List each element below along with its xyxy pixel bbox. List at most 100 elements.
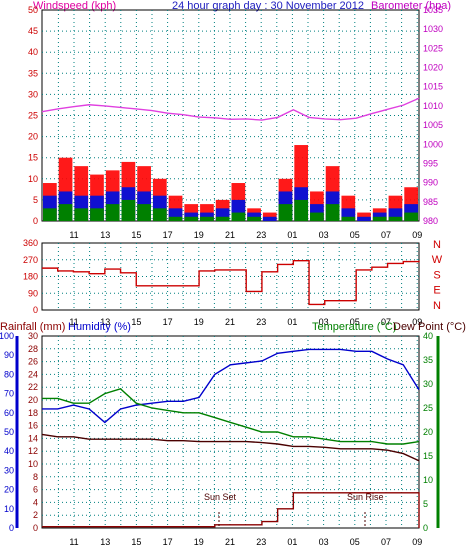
climate-x-tick-label: 01 (287, 537, 297, 547)
dewpoint-label: Dew Point (°C) (393, 321, 466, 333)
baro-y-tick-label: 990 (423, 178, 438, 188)
climate-x-tick-label: 15 (131, 537, 141, 547)
temp-y-tick-label: 25 (423, 403, 433, 413)
humidity-y-tick-label: 80 (4, 369, 14, 379)
wind-x-tick-label: 09 (412, 230, 422, 240)
direction-x-tick-label: 15 (131, 317, 141, 327)
temp-y-tick-label: 20 (423, 427, 433, 437)
windspeed-label: Windspeed (kph) (33, 0, 116, 12)
direction-x-tick-label: 11 (69, 317, 78, 327)
direction-y-tick-label: 90 (28, 288, 38, 298)
axis-label-layer: 0510152025303540455098098599099510001005… (0, 5, 443, 547)
sunrise-label: Sun Rise (347, 492, 384, 502)
baro-y-tick-label: 1010 (423, 101, 443, 111)
wind-x-tick-label: 21 (225, 230, 235, 240)
wind-series-2-bar (90, 208, 104, 221)
rainfall-label: Rainfall (mm) (0, 321, 65, 333)
wind-series-2-bar (294, 199, 309, 221)
climate-x-tick-label: 11 (69, 537, 78, 547)
wind-x-tick-label: 03 (319, 230, 329, 240)
humidity-y-tick-label: 70 (4, 389, 14, 399)
sunset-label: Sun Set (204, 492, 237, 502)
climate-x-tick-label: 23 (256, 537, 266, 547)
climate-x-tick-label: 17 (163, 537, 173, 547)
temp-y-tick-label: 5 (423, 499, 428, 509)
climate-series-1-line (42, 388, 420, 445)
barometer-label: Barometer (hpa) (371, 0, 451, 12)
direction-y-tick-label: 0 (33, 305, 38, 315)
wind-series-2-bar (200, 216, 214, 221)
direction-y-tick-label: 360 (23, 238, 38, 248)
wind-series-2-bar (341, 216, 356, 221)
temp-y-tick-label: 40 (423, 331, 433, 341)
rain-y-tick-label: 4 (33, 497, 38, 507)
humidity-y-tick-label: 0 (9, 523, 14, 533)
compass-label: E (433, 285, 440, 297)
wind-x-tick-label: 17 (163, 230, 173, 240)
wind-y-tick-label: 10 (28, 174, 38, 184)
wind-series-2-bar (215, 216, 230, 221)
baro-y-tick-label: 1005 (423, 120, 443, 130)
direction-x-tick-label: 05 (350, 317, 360, 327)
wind-series-2-bar (247, 216, 261, 221)
rain-y-tick-label: 28 (28, 344, 38, 354)
climate-x-tick-label: 21 (225, 537, 235, 547)
rain-y-tick-label: 30 (28, 331, 38, 341)
direction-x-tick-label: 17 (163, 317, 173, 327)
baro-y-tick-label: 985 (423, 197, 438, 207)
climate-x-tick-label: 09 (412, 537, 422, 547)
baro-y-tick-label: 1020 (423, 63, 443, 73)
compass-label: N (433, 300, 441, 312)
baro-y-tick-label: 1025 (423, 43, 443, 53)
wind-y-tick-label: 15 (28, 153, 38, 163)
climate-series-3-line (42, 492, 420, 528)
direction-y-tick-label: 180 (23, 272, 38, 282)
rain-y-tick-label: 26 (28, 357, 38, 367)
wind-y-tick-label: 30 (28, 89, 38, 99)
direction-x-tick-label: 01 (287, 317, 297, 327)
wind-direction-line (42, 259, 420, 306)
rain-y-tick-label: 10 (28, 459, 38, 469)
direction-y-tick-label: 270 (23, 255, 38, 265)
temperature-label: Temperature (°C) (312, 321, 396, 333)
baro-y-tick-label: 980 (423, 216, 438, 226)
rain-y-tick-label: 2 (33, 510, 38, 520)
grid-layer (15, 10, 440, 528)
wind-series-1-bar (262, 216, 277, 221)
wind-y-tick-label: 35 (28, 68, 38, 78)
wind-series-2-bar (74, 208, 89, 221)
direction-x-tick-label: 23 (256, 317, 266, 327)
wind-x-tick-label: 13 (100, 230, 110, 240)
rain-y-tick-label: 12 (28, 446, 38, 456)
direction-x-tick-label: 03 (319, 317, 329, 327)
baro-y-tick-label: 1035 (423, 5, 443, 15)
wind-series-1-bar (357, 216, 371, 221)
temp-y-tick-label: 10 (423, 475, 433, 485)
wind-series-2-bar (58, 204, 73, 221)
chart-title: 24 hour graph day : 30 November 2012 (172, 0, 364, 12)
direction-x-tick-label: 09 (412, 317, 422, 327)
climate-series-0-line (42, 348, 420, 424)
rain-y-tick-label: 16 (28, 421, 38, 431)
wind-series-2-bar (121, 199, 136, 221)
wind-series-2-bar (152, 208, 167, 221)
baro-y-tick-label: 1030 (423, 24, 443, 34)
wind-x-tick-label: 19 (194, 230, 204, 240)
temp-y-tick-label: 0 (423, 523, 428, 533)
temp-y-tick-label: 15 (423, 451, 433, 461)
barometer-line (41, 97, 420, 121)
rain-y-tick-label: 18 (28, 408, 38, 418)
wind-y-tick-label: 25 (28, 111, 38, 121)
wind-x-tick-label: 23 (256, 230, 266, 240)
baro-y-tick-label: 995 (423, 158, 438, 168)
rain-y-tick-label: 20 (28, 395, 38, 405)
direction-x-tick-label: 19 (194, 317, 204, 327)
wind-y-tick-label: 40 (28, 47, 38, 57)
wind-series-2-bar (168, 216, 183, 221)
humidity-y-tick-label: 10 (4, 504, 14, 514)
wind-series-2-bar (105, 204, 120, 221)
wind-x-tick-label: 01 (287, 230, 297, 240)
rain-y-tick-label: 6 (33, 485, 38, 495)
climate-x-tick-label: 05 (350, 537, 360, 547)
